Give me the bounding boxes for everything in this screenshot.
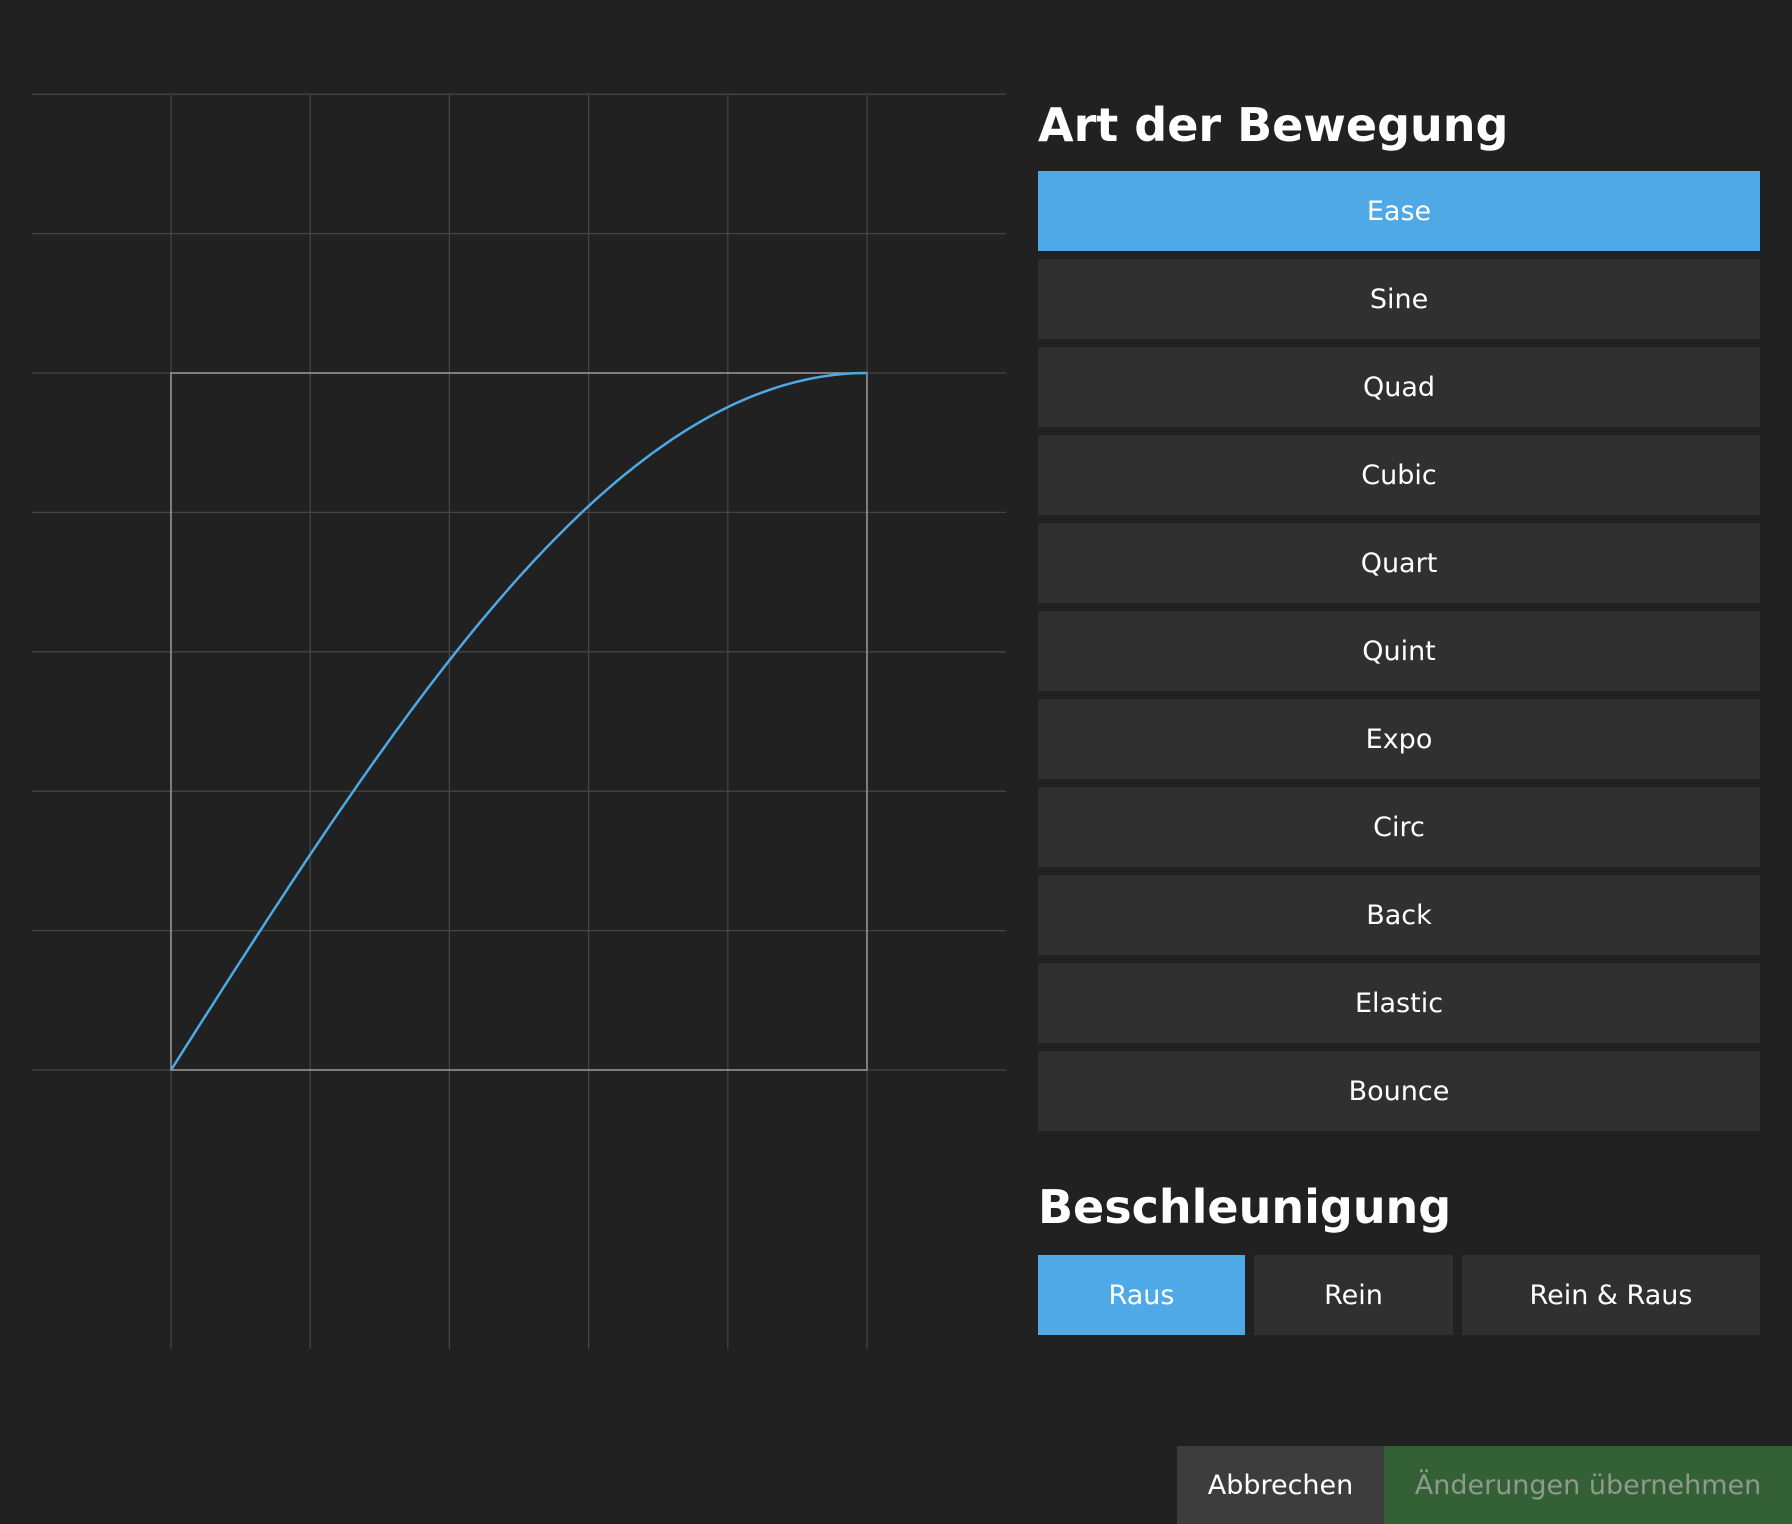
easing-curve (169, 371, 868, 1071)
motion-option-back[interactable]: Back (1038, 875, 1760, 955)
cancel-button[interactable]: Abbrechen (1177, 1446, 1384, 1524)
unit-box (170, 372, 868, 1071)
motion-option-quart[interactable]: Quart (1038, 523, 1760, 603)
motion-type-title: Art der Bewegung (1038, 98, 1509, 152)
acceleration-option-rein-raus[interactable]: Rein & Raus (1462, 1255, 1760, 1335)
motion-option-quint[interactable]: Quint (1038, 611, 1760, 691)
easing-curve-preview (32, 93, 1006, 1349)
acceleration-option-rein[interactable]: Rein (1254, 1255, 1453, 1335)
acceleration-title: Beschleunigung (1038, 1180, 1452, 1234)
motion-option-circ[interactable]: Circ (1038, 787, 1760, 867)
apply-changes-button[interactable]: Änderungen übernehmen (1384, 1446, 1792, 1524)
acceleration-option-raus[interactable]: Raus (1038, 1255, 1245, 1335)
motion-option-expo[interactable]: Expo (1038, 699, 1760, 779)
motion-option-bounce[interactable]: Bounce (1038, 1051, 1760, 1131)
motion-option-ease[interactable]: Ease (1038, 171, 1760, 251)
motion-option-cubic[interactable]: Cubic (1038, 435, 1760, 515)
motion-option-elastic[interactable]: Elastic (1038, 963, 1760, 1043)
motion-option-quad[interactable]: Quad (1038, 347, 1760, 427)
motion-option-sine[interactable]: Sine (1038, 259, 1760, 339)
